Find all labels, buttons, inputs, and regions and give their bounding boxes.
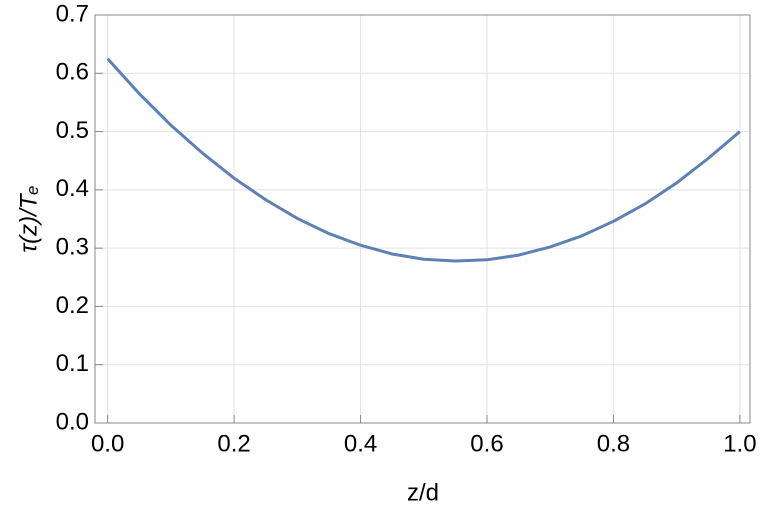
y-tick-label: 0.6 xyxy=(56,59,89,86)
x-tick-label: 0.4 xyxy=(344,430,377,457)
x-tick-label: 0.2 xyxy=(217,430,250,457)
y-tick-label: 0.2 xyxy=(56,292,89,319)
y-tick-label: 0.3 xyxy=(56,233,89,260)
y-tick-label: 0.4 xyxy=(56,175,89,202)
y-tick-label: 0.7 xyxy=(56,0,89,27)
line-series xyxy=(106,57,741,263)
y-tick-label: 0.0 xyxy=(56,408,89,435)
x-tick-label: 0.8 xyxy=(597,430,630,457)
x-tick-label: 1.0 xyxy=(723,430,756,457)
x-axis-label: z/d xyxy=(407,479,439,506)
x-tick-label: 0.6 xyxy=(470,430,503,457)
plot-frame xyxy=(94,14,751,424)
y-tick-label: 0.1 xyxy=(56,350,89,377)
y-axis-label: τ(z)/Tₑ xyxy=(15,185,42,253)
y-tick-label: 0.5 xyxy=(56,117,89,144)
x-tick-label: 0.0 xyxy=(91,430,124,457)
